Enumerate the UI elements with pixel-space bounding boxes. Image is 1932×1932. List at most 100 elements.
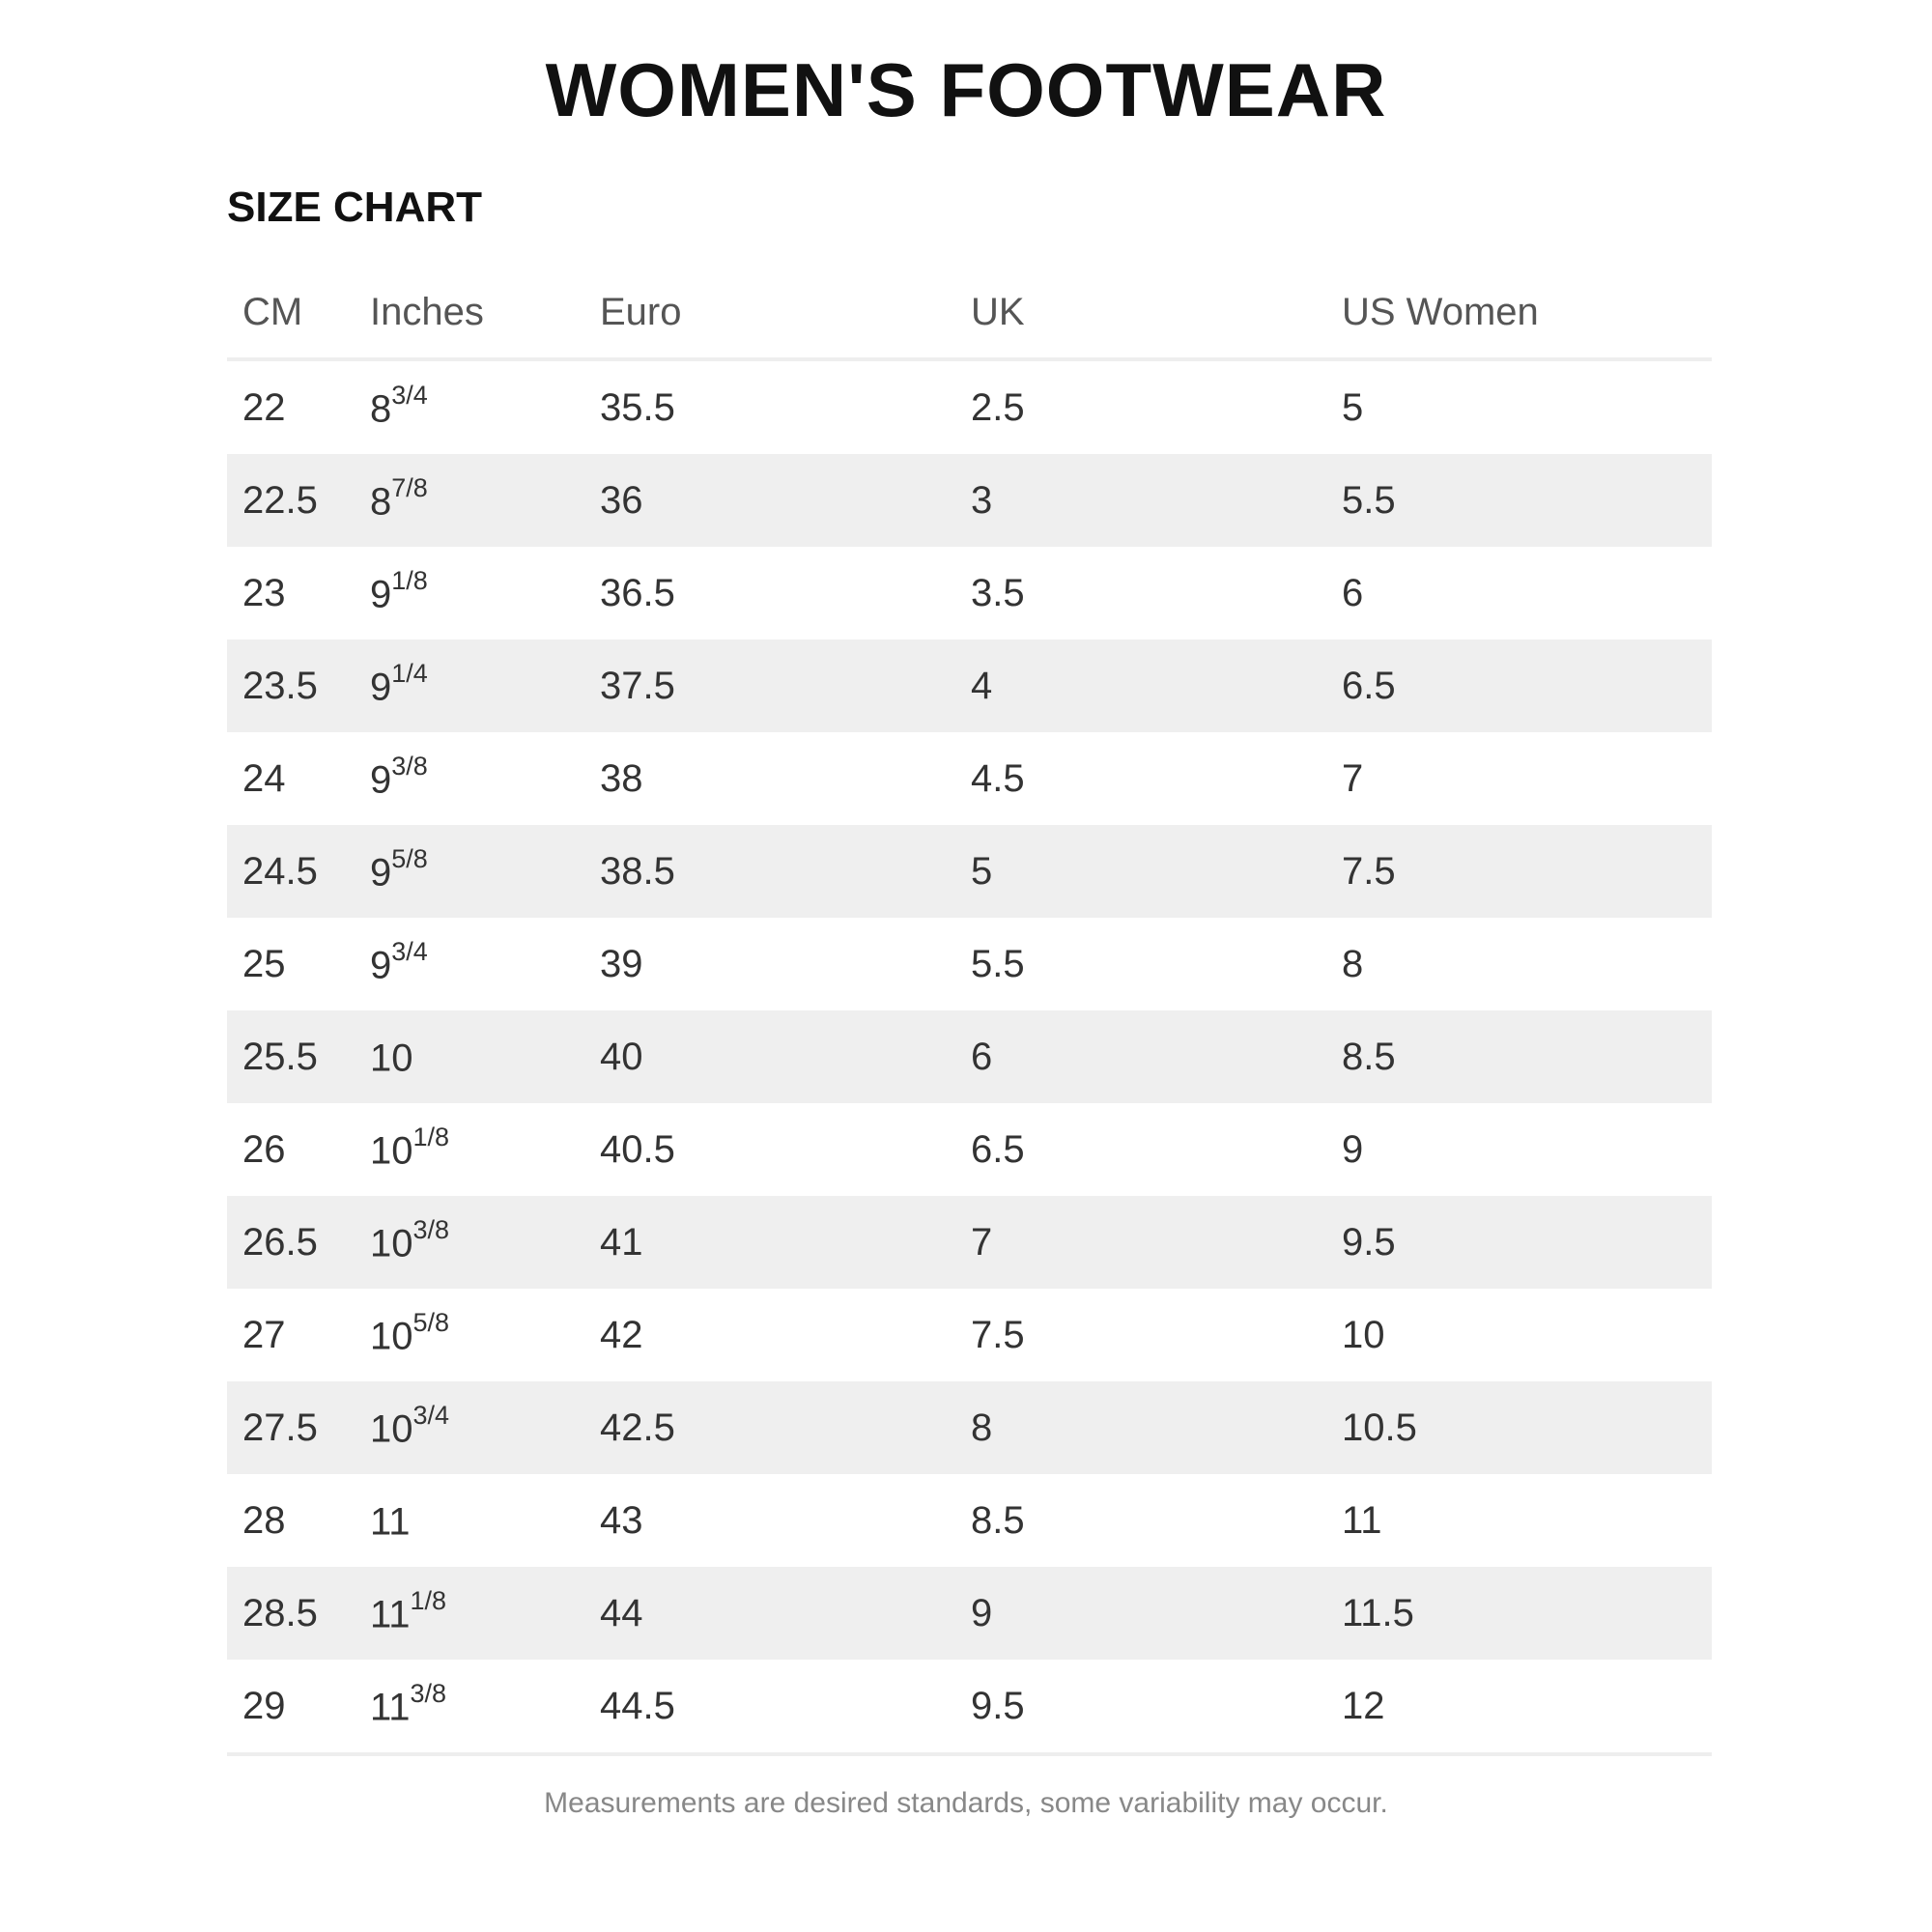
cell-cm: 27 <box>242 1313 286 1356</box>
inches-whole: 10 <box>370 1037 413 1080</box>
cell-uk: 5.5 <box>971 942 1025 985</box>
inches-whole: 9 <box>370 666 392 709</box>
cell-cm: 23 <box>242 571 286 614</box>
inches-whole: 8 <box>370 480 392 524</box>
inches-whole: 11 <box>370 1686 411 1729</box>
cell-cm: 26.5 <box>242 1220 318 1264</box>
column-header-inches: Inches <box>370 267 600 361</box>
inches-whole: 10 <box>370 1129 413 1173</box>
inches-whole: 8 <box>370 387 392 431</box>
cell-euro: 43 <box>600 1498 643 1542</box>
cell-us-women: 5.5 <box>1342 478 1396 522</box>
table-row: 23.5 91/4 37.5 4 6.5 <box>227 639 1712 732</box>
table-row: 27 105/8 42 7.5 10 <box>227 1289 1712 1381</box>
cell-cm: 25.5 <box>242 1035 318 1078</box>
cell-euro: 37.5 <box>600 664 675 707</box>
cell-euro: 36 <box>600 478 643 522</box>
cell-uk: 2.5 <box>971 385 1025 429</box>
inches-whole: 9 <box>370 573 392 616</box>
cell-inches: 83/4 <box>370 359 600 454</box>
cell-cm: 22 <box>242 385 286 429</box>
cell-uk: 3 <box>971 478 993 522</box>
cell-euro: 38 <box>600 756 643 800</box>
cell-euro: 38.5 <box>600 849 675 893</box>
table-row: 22 83/4 35.5 2.5 5 <box>227 359 1712 454</box>
cell-inches: 103/8 <box>370 1196 600 1289</box>
table-row: 27.5 103/4 42.5 8 10.5 <box>227 1381 1712 1474</box>
cell-euro: 42 <box>600 1313 643 1356</box>
table-header-row: CM Inches Euro UK US Women <box>227 267 1712 361</box>
inches-fraction: 3/4 <box>412 1400 450 1430</box>
cell-us-women: 8 <box>1342 942 1364 985</box>
cell-inches: 95/8 <box>370 825 600 918</box>
inches-fraction: 1/8 <box>410 1585 447 1615</box>
inches-fraction: 5/8 <box>412 1307 450 1337</box>
cell-euro: 40.5 <box>600 1127 675 1171</box>
cell-uk: 3.5 <box>971 571 1025 614</box>
cell-cm: 22.5 <box>242 478 318 522</box>
cell-us-women: 9.5 <box>1342 1220 1396 1264</box>
cell-inches: 10 <box>370 1010 600 1103</box>
cell-us-women: 7.5 <box>1342 849 1396 893</box>
page-title: WOMEN'S FOOTWEAR <box>545 47 1387 132</box>
cell-uk: 7.5 <box>971 1313 1025 1356</box>
cell-us-women: 10 <box>1342 1313 1385 1356</box>
inches-fraction: 5/8 <box>391 843 428 873</box>
inches-whole: 11 <box>370 1593 411 1636</box>
cell-inches: 91/4 <box>370 639 600 732</box>
disclaimer-note: Measurements are desired standards, some… <box>544 1787 1388 1819</box>
cell-uk: 6.5 <box>971 1127 1025 1171</box>
cell-euro: 36.5 <box>600 571 675 614</box>
inches-fraction: 3/4 <box>391 380 428 410</box>
table-row: 22.5 87/8 36 3 5.5 <box>227 454 1712 547</box>
table-row: 29 113/8 44.5 9.5 12 <box>227 1660 1712 1756</box>
cell-uk: 7 <box>971 1220 993 1264</box>
table-row: 28 11 43 8.5 11 <box>227 1474 1712 1567</box>
column-header-euro: Euro <box>600 267 971 361</box>
cell-cm: 24 <box>242 756 286 800</box>
cell-euro: 42.5 <box>600 1406 675 1449</box>
table-row: 25 93/4 39 5.5 8 <box>227 918 1712 1010</box>
inches-fraction: 1/4 <box>391 658 428 688</box>
cell-uk: 9 <box>971 1591 993 1634</box>
inches-whole: 10 <box>370 1222 413 1265</box>
inches-whole: 10 <box>370 1315 413 1358</box>
table-row: 25.5 10 40 6 8.5 <box>227 1010 1712 1103</box>
inches-fraction: 3/4 <box>391 936 428 966</box>
cell-us-women: 10.5 <box>1342 1406 1417 1449</box>
cell-uk: 4 <box>971 664 993 707</box>
inches-fraction: 1/8 <box>412 1122 450 1151</box>
cell-us-women: 11.5 <box>1342 1591 1414 1634</box>
cell-cm: 23.5 <box>242 664 318 707</box>
cell-us-women: 12 <box>1342 1660 1712 1756</box>
cell-us-women: 7 <box>1342 756 1364 800</box>
cell-uk: 5 <box>971 849 993 893</box>
cell-uk: 6 <box>971 1035 993 1078</box>
cell-euro: 39 <box>600 942 643 985</box>
cell-uk: 8.5 <box>971 1498 1025 1542</box>
table-row: 28.5 111/8 44 9 11.5 <box>227 1567 1712 1660</box>
cell-inches: 105/8 <box>370 1289 600 1381</box>
inches-whole: 9 <box>370 758 392 802</box>
cell-cm: 27.5 <box>242 1406 318 1449</box>
cell-us-women: 11 <box>1342 1498 1382 1542</box>
table-row: 26.5 103/8 41 7 9.5 <box>227 1196 1712 1289</box>
inches-whole: 9 <box>370 944 392 987</box>
cell-inches: 103/4 <box>370 1381 600 1474</box>
cell-inches: 111/8 <box>370 1567 600 1660</box>
inches-whole: 11 <box>370 1500 411 1544</box>
cell-inches: 101/8 <box>370 1103 600 1196</box>
cell-cm: 29 <box>227 1660 370 1756</box>
table-row: 24.5 95/8 38.5 5 7.5 <box>227 825 1712 918</box>
column-header-us-women: US Women <box>1342 267 1712 361</box>
cell-cm: 28 <box>242 1498 286 1542</box>
cell-euro: 35.5 <box>600 385 675 429</box>
cell-inches: 91/8 <box>370 547 600 639</box>
cell-inches: 93/8 <box>370 732 600 825</box>
cell-us-women: 6 <box>1342 571 1364 614</box>
inches-fraction: 1/8 <box>391 565 428 595</box>
cell-inches: 93/4 <box>370 918 600 1010</box>
cell-cm: 26 <box>242 1127 286 1171</box>
inches-whole: 9 <box>370 851 392 895</box>
table-row: 23 91/8 36.5 3.5 6 <box>227 547 1712 639</box>
